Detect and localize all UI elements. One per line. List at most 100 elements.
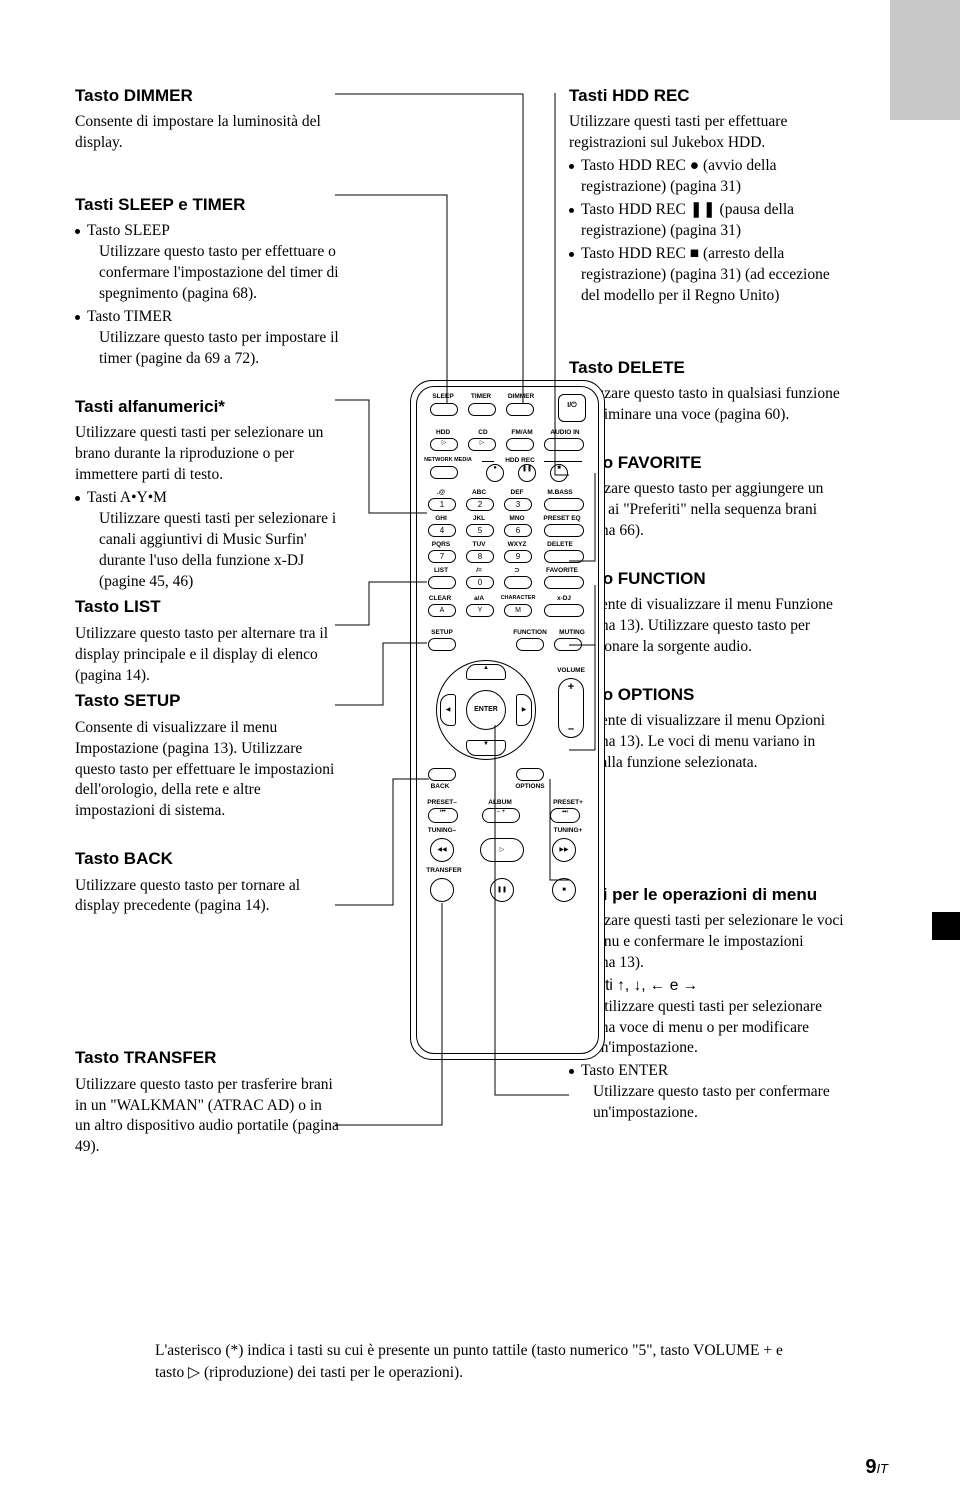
forward-button: ▶▶ <box>552 838 576 862</box>
label: CLEAR <box>424 596 456 603</box>
heading: Tasto BACK <box>75 848 340 869</box>
label: DEF <box>502 490 532 497</box>
label: JKL <box>464 516 494 523</box>
heading: Tasto DIMMER <box>75 85 340 106</box>
label: MUTING <box>552 630 592 637</box>
body-text: Utilizzare questo tasto per trasferire b… <box>75 1075 340 1159</box>
label: NETWORK MEDIA <box>420 458 476 464</box>
page-margin-strip <box>890 0 960 120</box>
section-menu: Tasti per le operazioni di menu Utilizza… <box>569 884 844 1124</box>
heading: Tasto OPTIONS <box>569 684 844 705</box>
bullet-list: Tasto SLEEP Utilizzare questo tasto per … <box>75 221 340 369</box>
section-tab <box>932 912 960 940</box>
section-sleep-timer: Tasti SLEEP e TIMER Tasto SLEEP Utilizza… <box>75 194 340 370</box>
list-item: Tasto HDD REC ❚❚ (pausa della registrazi… <box>569 200 844 242</box>
left-column: Tasto DIMMER Consente di impostare la lu… <box>75 85 340 1184</box>
section-function: Tasto FUNCTION Consente di visualizzare … <box>569 568 844 658</box>
key-2: 2 <box>466 498 494 511</box>
label: HDD REC <box>490 458 550 465</box>
down-button: ▼ <box>466 740 506 756</box>
body-text: Utilizzare questi tasti per selezionare … <box>569 911 844 974</box>
body-text: Utilizzare questo tasto in qualsiasi fun… <box>569 384 844 426</box>
label: WXYZ <box>502 542 532 549</box>
left-button: ◀ <box>440 694 456 726</box>
key-5: 5 <box>466 524 494 537</box>
bullet-head: Tasto ENTER <box>581 1062 668 1079</box>
label: TUV <box>464 542 494 549</box>
label: DELETE <box>540 542 580 549</box>
preseteq-button <box>544 524 584 537</box>
hddrec-record-button: ● <box>486 464 504 482</box>
preset-minus-button: ⏮ <box>428 808 458 823</box>
muting-button <box>554 638 582 651</box>
preset-plus-button: ⏭ <box>550 808 580 823</box>
sleep-button <box>430 403 458 416</box>
label: PRESET– <box>420 800 464 807</box>
key-4: 4 <box>428 524 456 537</box>
list-item: Tasti A•Y•M Utilizzare questi tasti per … <box>75 488 340 593</box>
play-button: ▷ <box>480 838 524 862</box>
body-text: Utilizzare questo tasto per tornare al d… <box>75 876 340 918</box>
heading: Tasti HDD REC <box>569 85 844 106</box>
dimmer-button <box>506 403 534 416</box>
label: AUDIO IN <box>544 430 586 437</box>
xdj-button <box>544 604 584 617</box>
label: a/A <box>464 596 494 603</box>
key-6: 6 <box>504 524 532 537</box>
list-item: Tasto ENTER Utilizzare questo tasto per … <box>569 1061 844 1124</box>
label: MNO <box>502 516 532 523</box>
body-text: Consente di visualizzare il menu Opzioni… <box>569 711 844 774</box>
bullet-body: Utilizzare questi tasti per selezionare … <box>87 509 340 593</box>
label: CD <box>468 430 498 437</box>
label: SETUP <box>424 630 460 637</box>
page-number-value: 9 <box>865 1456 876 1478</box>
heading: Tasto SETUP <box>75 690 340 711</box>
list-item: Tasto TIMER Utilizzare questo tasto per … <box>75 307 340 370</box>
pause-button: ❚❚ <box>490 878 514 902</box>
body-text: Utilizzare questi tasti per effettuare r… <box>569 112 844 154</box>
label: CHARACTER <box>494 596 542 602</box>
label: FAVORITE <box>538 568 586 575</box>
body-text: Consente di impostare la luminosità del … <box>75 112 340 154</box>
label: TIMER <box>466 394 496 401</box>
section-delete: Tasto DELETE Utilizzare questo tasto in … <box>569 357 844 426</box>
section-dimmer: Tasto DIMMER Consente di impostare la lu… <box>75 85 340 154</box>
section-setup: Tasto SETUP Consente di visualizzare il … <box>75 690 340 822</box>
body-text: Consente di visualizzare il menu Imposta… <box>75 718 340 823</box>
label: FM/AM <box>506 430 538 437</box>
section-list: Tasto LIST Utilizzare questo tasto per a… <box>75 596 340 686</box>
clear-button: A <box>428 604 456 617</box>
hddrec-stop-button: ■ <box>550 464 568 482</box>
bullet-body: Utilizzare questi tasti per selezionare … <box>581 997 844 1060</box>
label: DIMMER <box>504 394 538 401</box>
remote-illustration: SLEEP TIMER DIMMER I/⏻ HDD CD FM/AM AUDI… <box>410 380 605 1060</box>
function-button <box>516 638 544 651</box>
label: PQRS <box>426 542 456 549</box>
audioin-button <box>544 438 584 451</box>
delete-button <box>544 550 584 563</box>
label: LIST <box>426 568 456 575</box>
label: TUNING– <box>420 828 464 835</box>
bullet-list: Tasti ↑, ↓, ← e → Utilizzare questi tast… <box>569 976 844 1124</box>
fmam-button <box>506 438 534 451</box>
minus-icon: – <box>558 724 584 735</box>
section-options: Tasto OPTIONS Consente di visualizzare i… <box>569 684 844 774</box>
list-item: Tasto SLEEP Utilizzare questo tasto per … <box>75 221 340 305</box>
bullet-head: Tasti A•Y•M <box>87 489 167 506</box>
right-column: Tasti HDD REC Utilizzare questi tasti pe… <box>569 85 844 1150</box>
section-alfanumerici: Tasti alfanumerici* Utilizzare questi ta… <box>75 396 340 593</box>
favorite-button <box>544 576 584 589</box>
section-hddrec: Tasti HDD REC Utilizzare questi tasti pe… <box>569 85 844 307</box>
heading: Tasto TRANSFER <box>75 1047 340 1068</box>
list-item: Tasti ↑, ↓, ← e → Utilizzare questi tast… <box>569 976 844 1060</box>
return-button <box>504 576 532 589</box>
bullet-body: Utilizzare questo tasto per impostare il… <box>87 328 340 370</box>
album-button: – + <box>482 808 520 823</box>
label: TRANSFER <box>420 868 468 875</box>
page-number: 9IT <box>865 1456 888 1479</box>
label: VOLUME <box>550 668 592 675</box>
back-button <box>428 768 456 781</box>
transfer-button <box>430 878 454 902</box>
label: TUNING+ <box>546 828 590 835</box>
label: OPTIONS <box>508 784 552 791</box>
